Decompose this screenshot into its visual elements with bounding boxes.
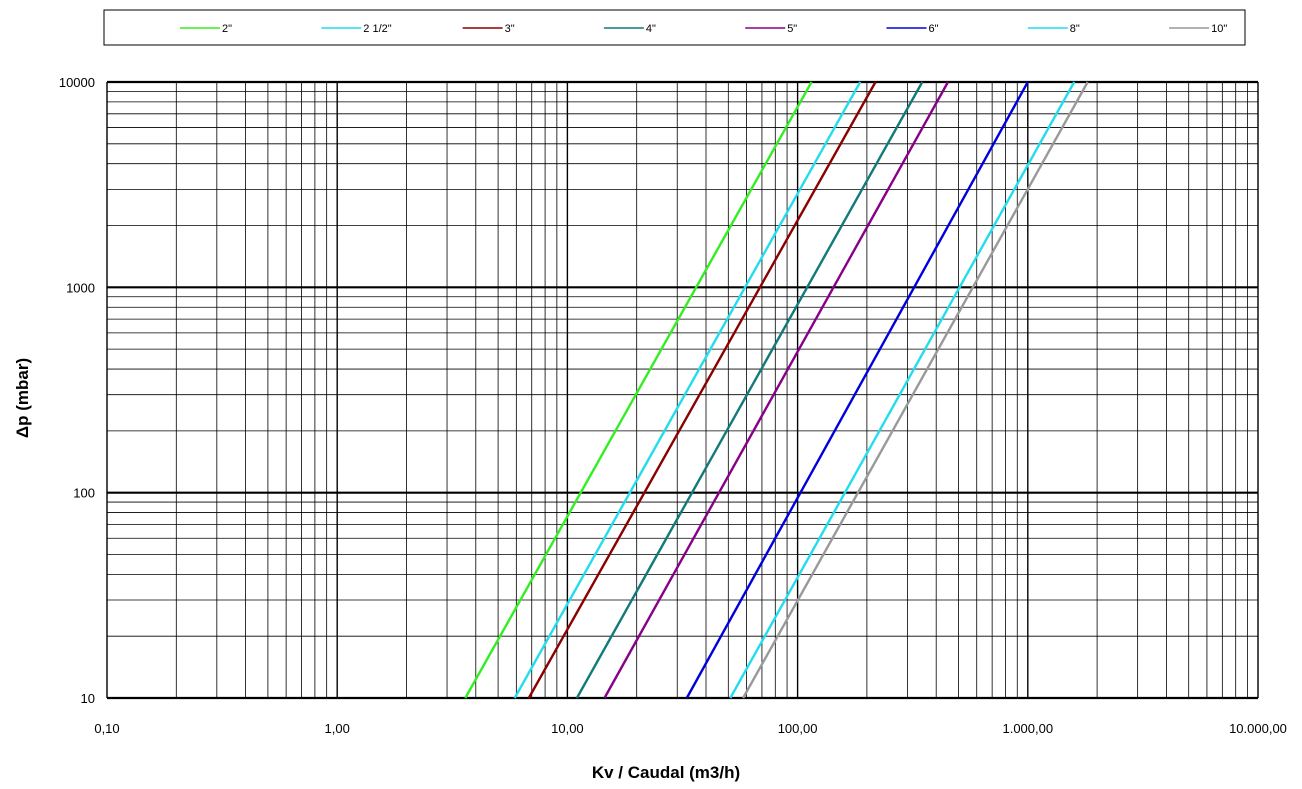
series-line-3 [527,81,877,699]
legend-label: 10" [1211,23,1227,35]
y-tick-label: 10000 [59,75,95,90]
x-tick-label: 1,00 [325,721,350,736]
grid [106,80,1259,700]
series-line-2 [513,81,862,699]
x-tick-label: 0,10 [94,721,119,736]
x-tick-label: 1.000,00 [1002,721,1053,736]
y-axis-ticks: 10 100 1000 10000 [59,75,95,706]
x-tick-label: 10.000,00 [1229,721,1287,736]
legend: 2" 2 1/2" 3" 4" 5" 6" 8" 10" [103,9,1246,46]
y-tick-label: 10 [81,691,95,706]
legend-label: 2 1/2" [363,23,391,35]
series-line-1 [464,81,813,699]
series-line-5 [603,81,950,699]
series-layer [464,81,1089,699]
legend-label: 4" [646,23,656,35]
series-line-7 [729,81,1076,699]
series-line-8 [742,81,1089,699]
x-axis-ticks: 0,10 1,00 10,00 100,00 1.000,00 10.000,00 [94,721,1287,736]
y-tick-label: 1000 [66,280,95,295]
legend-label: 6" [929,23,939,35]
x-tick-label: 10,00 [551,721,584,736]
y-axis-title: Δp (mbar) [13,358,32,438]
x-tick-label: 100,00 [778,721,818,736]
legend-label: 3" [505,23,515,35]
series-line-4 [575,81,924,699]
y-tick-label: 100 [73,486,95,501]
legend-label: 5" [787,23,797,35]
legend-label: 2" [222,23,232,35]
series-line-6 [685,81,1029,699]
legend-label: 8" [1070,23,1080,35]
x-axis-title: Kv / Caudal (m3/h) [592,763,740,782]
